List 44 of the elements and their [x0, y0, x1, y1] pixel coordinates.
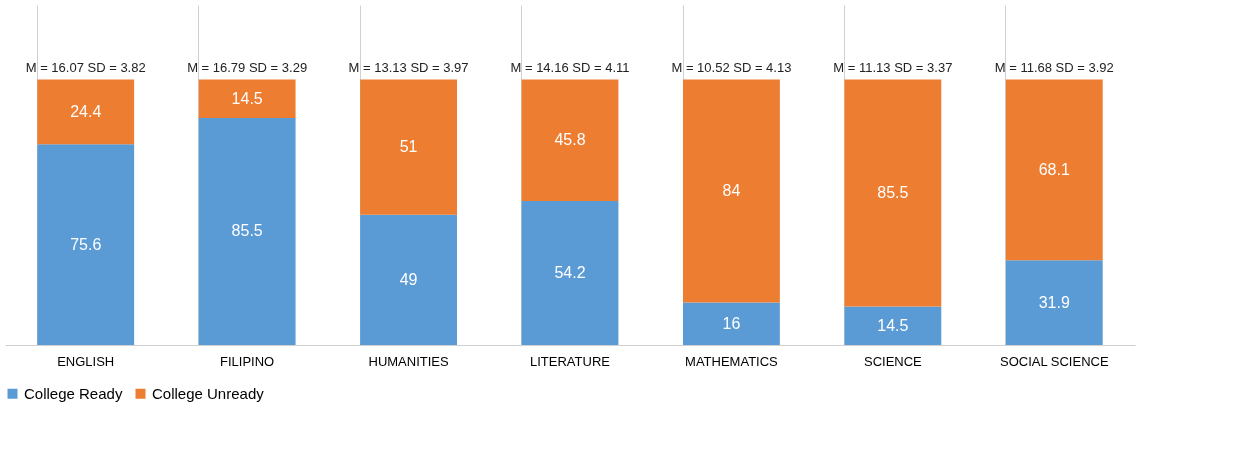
annotation: M = 11.68 SD = 3.92	[994, 60, 1114, 76]
x-tick-label: LITERATURE	[530, 353, 611, 369]
data-label: 24.4	[70, 102, 102, 120]
bar	[360, 79, 457, 215]
x-tick-label: HUMANITIES	[368, 353, 449, 369]
data-label: 75.6	[70, 235, 102, 253]
bar	[198, 79, 296, 118]
bar	[1005, 79, 1103, 261]
legend-label: College Unready	[152, 384, 265, 402]
x-tick-label: SCIENCE	[863, 353, 923, 369]
bar	[1005, 260, 1103, 345]
annotation: M = 16.07 SD = 3.82	[25, 60, 146, 76]
data-label: 49	[399, 270, 418, 288]
bar	[37, 144, 135, 345]
bar	[683, 302, 780, 345]
bar	[521, 201, 619, 345]
data-label: 54.2	[554, 264, 586, 282]
bar	[521, 79, 619, 202]
data-label: 31.9	[1038, 293, 1070, 311]
x-tick-label: MATHEMATICS	[685, 353, 779, 369]
bar	[844, 306, 942, 345]
data-label: 51	[399, 138, 418, 156]
bar	[683, 79, 780, 303]
bar	[37, 79, 135, 145]
annotation: M = 14.16 SD = 4.11	[510, 60, 630, 76]
bar	[844, 79, 942, 307]
data-label: 68.1	[1038, 160, 1070, 178]
data-label: 14.5	[877, 316, 909, 334]
x-tick-label: SOCIAL SCIENCE	[999, 353, 1109, 369]
annotation: M = 10.52 SD = 4.13	[671, 60, 792, 76]
x-tick-label: FILIPINO	[220, 353, 275, 369]
legend-label: College Ready	[24, 384, 123, 402]
data-label: 84	[722, 181, 741, 199]
data-label: 16	[722, 314, 741, 332]
annotation: M = 16.79 SD = 3.29	[187, 60, 308, 76]
data-label: 85.5	[231, 222, 263, 240]
data-label: 14.5	[231, 89, 263, 107]
x-tick-label: ENGLISH	[57, 353, 115, 369]
annotation: M = 13.13 SD = 3.97	[348, 60, 469, 76]
annotation: M = 11.13 SD = 3.37	[833, 60, 953, 76]
bar	[198, 117, 296, 345]
bar	[360, 214, 457, 345]
data-label: 45.8	[554, 131, 586, 149]
data-label: 85.5	[877, 183, 909, 201]
